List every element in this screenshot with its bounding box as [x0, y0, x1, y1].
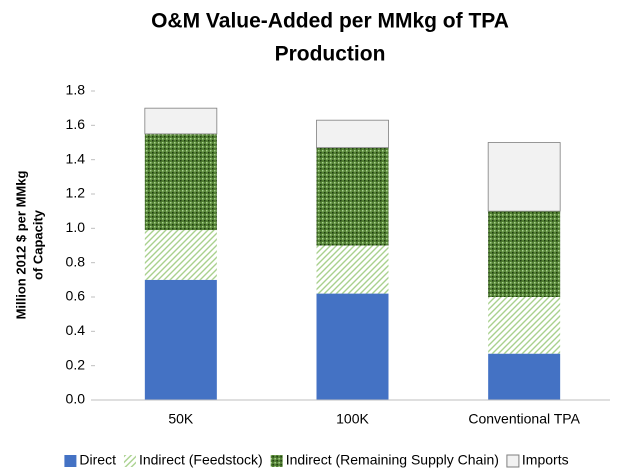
- y-tick-label: 0.2: [66, 356, 86, 372]
- legend: Direct Indirect (Feedstock) Indirect (Rema…: [64, 452, 569, 468]
- x-tick-label: Conventional TPA: [468, 411, 580, 427]
- y-tick-label: 1.6: [66, 116, 86, 132]
- y-axis-label-line: Million 2012 $ per MMkg: [13, 171, 28, 320]
- bar-segment: [316, 293, 389, 400]
- legend-swatch: [64, 455, 77, 467]
- legend-label: Indirect (Remaining Supply Chain): [286, 452, 499, 468]
- y-tick-label: 1.8: [66, 82, 86, 98]
- x-tick-label: 100K: [336, 411, 369, 427]
- bar-segment: [316, 245, 389, 294]
- bar-segment: [487, 142, 561, 212]
- legend-label: Indirect (Feedstock): [139, 452, 263, 468]
- legend-label: Imports: [522, 452, 569, 468]
- y-axis-label: Million 2012 $ per MMkg of Capacity: [13, 171, 45, 320]
- y-tick-label: 1.2: [66, 185, 86, 201]
- bar-segment: [488, 211, 561, 297]
- legend-swatch: [270, 455, 283, 467]
- y-tick-label: 1.0: [66, 219, 86, 235]
- bar-segment: [316, 147, 389, 246]
- y-axis-label-line: of Capacity: [30, 209, 45, 280]
- y-tick-label: 0.6: [66, 288, 86, 304]
- bar-segment: [488, 353, 561, 400]
- legend-label: Direct: [79, 452, 116, 468]
- bar-segment: [316, 119, 389, 149]
- y-tick-label: 1.4: [66, 150, 86, 166]
- bar-segment: [144, 133, 217, 231]
- legend-swatch: [123, 455, 136, 467]
- x-tick-label: 50K: [168, 411, 194, 427]
- chart-title: Production: [275, 43, 386, 66]
- chart-title: O&M Value-Added per MMkg of TPA: [151, 10, 509, 33]
- bar-segment: [144, 230, 217, 280]
- y-tick-label: 0.4: [66, 322, 86, 338]
- bar-segment: [144, 107, 218, 135]
- legend-swatch: [506, 454, 520, 468]
- y-tick-label: 0.8: [66, 253, 86, 269]
- bar-segment: [488, 297, 561, 354]
- y-tick-label: 0.0: [66, 391, 86, 407]
- bar-segment: [144, 279, 217, 400]
